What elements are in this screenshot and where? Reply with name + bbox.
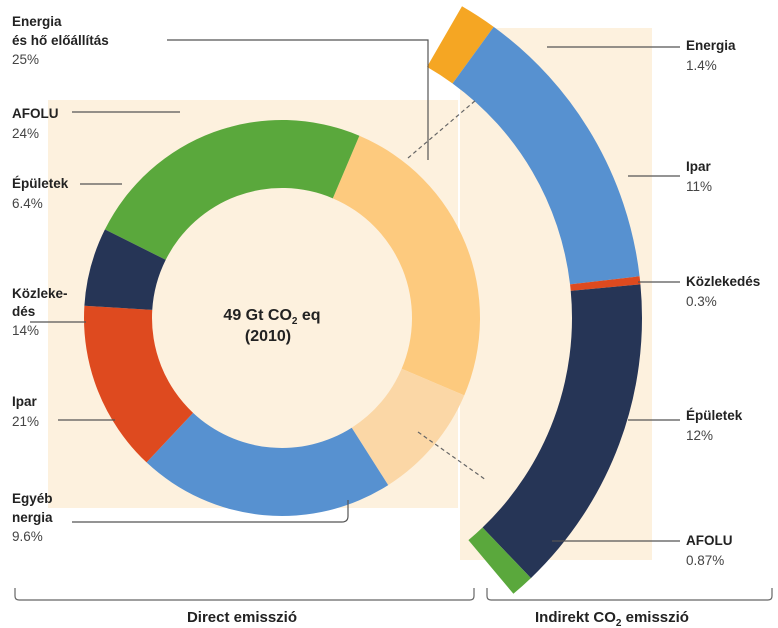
label-direct-industry-value: 21% bbox=[12, 414, 39, 429]
arc-segment-afolu bbox=[468, 527, 531, 594]
label-indirect-afolu-value: 0.87% bbox=[686, 553, 724, 568]
donut-slice-industry bbox=[146, 412, 389, 516]
donut-slice-other bbox=[351, 368, 465, 486]
arc-segment-energy bbox=[427, 6, 494, 84]
center-label-line1: 49 Gt CO2 eq bbox=[223, 307, 320, 327]
donut-slice-afolu bbox=[104, 119, 360, 260]
center-label-line2: (2010) bbox=[245, 328, 291, 345]
arc-segment-transport bbox=[570, 276, 641, 291]
label-direct-transport-value: 14% bbox=[12, 323, 39, 338]
donut-slice-transport bbox=[84, 305, 194, 463]
donut-slice-energy bbox=[332, 135, 481, 396]
label-direct-industry-name: Ipar bbox=[12, 394, 38, 409]
label-direct-other-value: 9.6% bbox=[12, 529, 43, 544]
label-direct-buildings-value: 6.4% bbox=[12, 196, 43, 211]
label-indirect-buildings-name: Épületek bbox=[686, 408, 743, 423]
donut-slice-buildings bbox=[84, 229, 166, 310]
group-label-direct: Direct emisszió bbox=[187, 609, 297, 626]
label-direct-other-name: Egyéb bbox=[12, 491, 53, 506]
group-label-indirect: Indirekt CO2 emisszió bbox=[535, 609, 689, 628]
label-direct-transport-name2: dés bbox=[12, 304, 35, 319]
arc-segment-buildings bbox=[482, 284, 642, 579]
label-indirect-afolu-name: AFOLU bbox=[686, 533, 733, 548]
label-indirect-energy-name: Energia bbox=[686, 38, 736, 53]
label-indirect-industry-name: Ipar bbox=[686, 159, 712, 174]
connector-line-top bbox=[407, 99, 477, 159]
label-direct-other-name2: nergia bbox=[12, 510, 53, 525]
arc-segment-industry bbox=[452, 26, 640, 285]
label-indirect-industry-value: 11% bbox=[686, 179, 712, 194]
direct-donut bbox=[84, 119, 481, 516]
label-indirect-transport-name: Közlekedés bbox=[686, 274, 760, 289]
label-direct-buildings-name: Épületek bbox=[12, 176, 69, 191]
label-direct-afolu-value: 24% bbox=[12, 126, 39, 141]
label-direct-energy-name: Energia bbox=[12, 14, 62, 29]
brace-indirect bbox=[486, 588, 773, 601]
label-direct-energy-value: 25% bbox=[12, 52, 39, 67]
leader-direct-other bbox=[72, 500, 349, 523]
label-indirect-buildings-value: 12% bbox=[686, 428, 713, 443]
brace-direct bbox=[14, 588, 475, 601]
label-direct-afolu-name: AFOLU bbox=[12, 106, 59, 121]
label-indirect-energy-value: 1.4% bbox=[686, 58, 717, 73]
label-direct-transport-name: Közleke- bbox=[12, 286, 68, 301]
label-indirect-transport-value: 0.3% bbox=[686, 294, 717, 309]
leader-direct-energy bbox=[167, 39, 429, 160]
label-direct-energy-name2: és hő előállítás bbox=[12, 33, 109, 48]
indirect-arc-band bbox=[427, 6, 642, 594]
